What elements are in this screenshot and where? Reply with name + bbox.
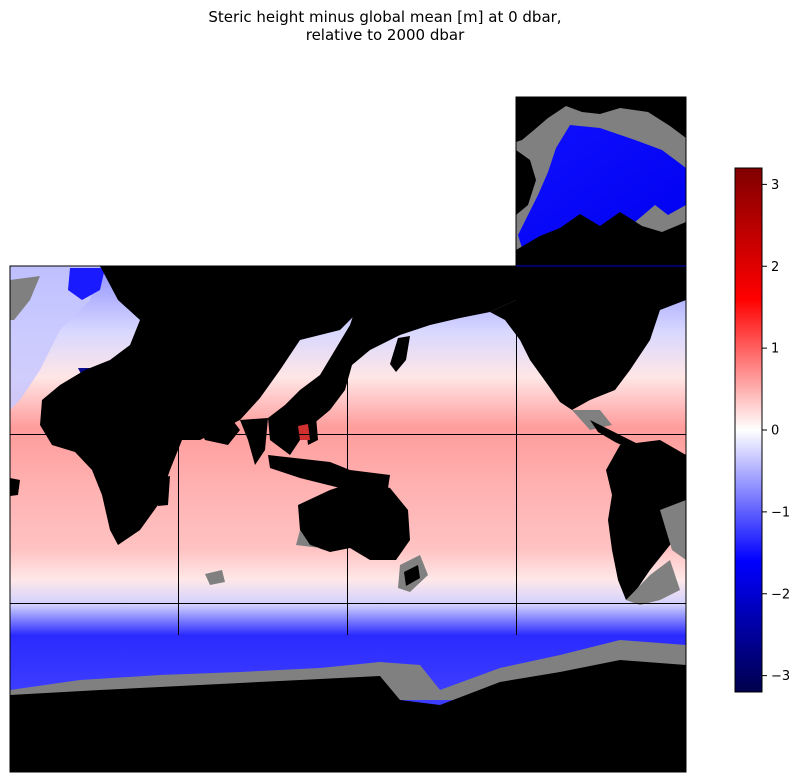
madagascar xyxy=(158,476,170,506)
arctic-land-south xyxy=(516,212,686,266)
colorbar: −3 −2 −1 0 1 2 3 xyxy=(734,167,790,693)
chart-title-line-2: relative to 2000 dbar xyxy=(305,26,465,44)
africa-west-edge xyxy=(10,478,20,496)
gulf-of-mexico-shelf xyxy=(572,410,612,430)
colorbar-tick-label: 0 xyxy=(771,424,779,439)
colorbar-tick-label: 1 xyxy=(771,342,779,357)
north-america-land xyxy=(490,266,686,410)
warm-pool-red xyxy=(298,424,310,440)
labrador-sea xyxy=(68,268,105,300)
colorbar-tick-label: −3 xyxy=(771,669,790,684)
arctic-ocean xyxy=(518,125,686,250)
grid-lines xyxy=(10,330,686,635)
colorbar-tick-label: −1 xyxy=(771,505,790,520)
chart-title-line-1: Steric height minus global mean [m] at 0… xyxy=(208,8,562,26)
australia-shelf xyxy=(296,530,320,548)
main-panel-frame xyxy=(9,265,687,773)
chart-title: Steric height minus global mean [m] at 0… xyxy=(0,8,770,44)
colorbar-gradient xyxy=(734,167,763,693)
south-america-land xyxy=(606,440,686,600)
japan-islands xyxy=(390,336,410,372)
colorbar-tick-label: −2 xyxy=(771,587,790,602)
antarctica-land xyxy=(10,660,686,772)
india-land xyxy=(240,418,268,465)
patagonia-shelf xyxy=(626,560,680,605)
asia-land xyxy=(268,266,516,455)
arctic-land-north xyxy=(516,97,686,142)
north-atlantic-cool xyxy=(10,266,100,410)
south-america-east-shelf xyxy=(660,500,686,560)
colorbar-tick-label: 3 xyxy=(771,178,779,193)
australia-land xyxy=(298,480,410,560)
arctic-land-west xyxy=(516,150,536,215)
arctic-panel xyxy=(516,97,686,266)
arabian-peninsula xyxy=(195,410,240,445)
colorbar-tick-label: 2 xyxy=(771,260,779,275)
kerguelen-shelf xyxy=(205,570,225,585)
new-zealand-core xyxy=(404,565,420,586)
indonesia xyxy=(268,455,390,488)
north-atlantic-shelf xyxy=(10,276,40,320)
africa-europe-land xyxy=(40,266,380,545)
colorbar-ticks: −3 −2 −1 0 1 2 3 xyxy=(762,178,790,684)
